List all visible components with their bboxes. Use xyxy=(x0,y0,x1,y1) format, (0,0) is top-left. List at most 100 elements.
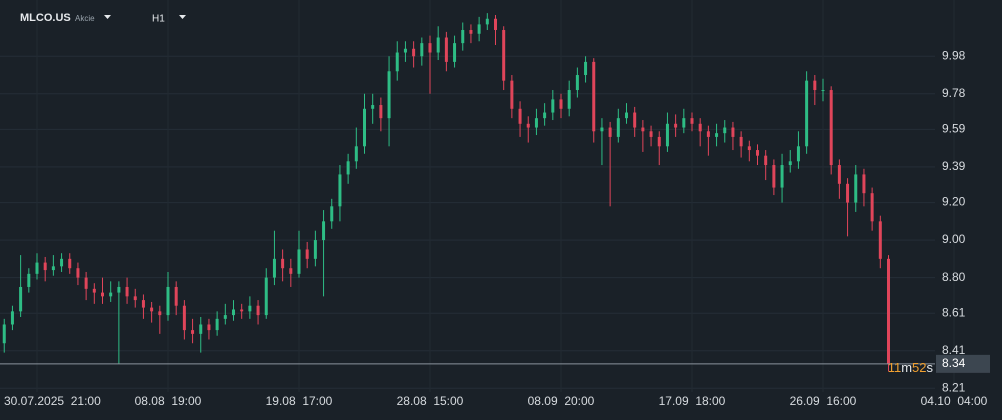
candle-body xyxy=(682,118,686,128)
candle-body xyxy=(109,292,113,297)
y-tick-label: 9.00 xyxy=(942,232,966,246)
overlay: 9.98 9.78 9.59 9.39 9.20 9.00 8.80 8.61 8.41 8.21… xyxy=(0,48,990,408)
x-tick-label: 04.10 04:00 xyxy=(921,394,988,408)
timeframe-dropdown[interactable] xyxy=(179,15,186,19)
candle-body xyxy=(764,155,768,166)
candle-body xyxy=(182,305,186,331)
candle-body xyxy=(27,273,31,287)
candle-body xyxy=(158,311,162,316)
candle-body xyxy=(862,174,866,194)
countdown-part: s xyxy=(927,360,934,375)
x-tick-label: 17.09 18:00 xyxy=(659,394,726,408)
candle-body xyxy=(485,18,489,25)
candle-body xyxy=(723,127,727,134)
candle-body xyxy=(502,30,506,81)
candle-body xyxy=(60,258,64,267)
candle-body xyxy=(51,266,55,271)
candle-body xyxy=(232,309,235,316)
candle-body xyxy=(412,48,416,57)
candle-body xyxy=(805,80,809,147)
candle-body xyxy=(428,43,432,53)
candle-body xyxy=(256,305,260,316)
candle-body xyxy=(854,174,858,203)
y-tick-label: 8.61 xyxy=(942,305,966,319)
candle-body xyxy=(346,161,350,175)
y-tick-label: 8.41 xyxy=(942,343,966,357)
x-tick-label: 30.07.2025 21:00 xyxy=(4,394,101,408)
candle-body xyxy=(101,292,104,297)
candle-body xyxy=(84,277,88,289)
candle-body xyxy=(395,52,399,72)
candle-body xyxy=(510,80,514,109)
candle-body xyxy=(739,136,743,147)
candle-body xyxy=(616,118,620,137)
countdown-part: 52 xyxy=(912,360,926,375)
candle-body xyxy=(715,133,719,137)
candle-body xyxy=(518,108,522,124)
candle-body xyxy=(731,127,735,137)
candle-body xyxy=(436,37,440,53)
candle-body xyxy=(264,277,268,316)
candle-body xyxy=(420,43,424,57)
y-tick-label: 9.39 xyxy=(942,159,966,173)
candles xyxy=(2,13,890,372)
candle-body xyxy=(608,127,612,137)
candle-body xyxy=(625,112,628,119)
candle-body xyxy=(281,258,285,269)
candle-body xyxy=(559,99,563,109)
candle-body xyxy=(166,286,170,316)
candle-body xyxy=(240,309,244,312)
candle-body xyxy=(354,146,358,162)
candle-body xyxy=(379,105,383,119)
candle-body xyxy=(567,90,571,109)
candle-body xyxy=(403,48,407,53)
candle-body xyxy=(289,268,293,274)
candle-body xyxy=(125,286,129,297)
candle-body xyxy=(551,99,555,113)
candle-body xyxy=(207,324,211,331)
timeframe[interactable]: H1 xyxy=(152,14,165,25)
candle-body xyxy=(371,105,375,109)
candle-body xyxy=(117,286,121,293)
x-tick-label: 19.08 17:00 xyxy=(266,394,333,408)
candle-body xyxy=(878,221,882,259)
candle-body xyxy=(248,305,252,312)
candle-body xyxy=(313,240,317,259)
candle-body xyxy=(199,324,203,334)
candle-body xyxy=(633,112,637,128)
candle-body xyxy=(150,307,154,312)
candle-body xyxy=(477,24,481,34)
candle-body xyxy=(223,315,227,319)
candle-body xyxy=(461,30,465,44)
candle-body xyxy=(690,118,694,124)
symbol[interactable]: MLCO.US xyxy=(20,12,71,24)
candle-body xyxy=(68,258,72,269)
candle-body xyxy=(305,249,309,259)
candle-body xyxy=(469,30,473,34)
candle-body xyxy=(272,258,276,278)
candle-body xyxy=(174,286,178,306)
candle-body xyxy=(526,123,530,128)
symbol-dropdown[interactable] xyxy=(104,15,111,19)
candle-body xyxy=(494,18,497,31)
y-tick-label: 8.80 xyxy=(942,270,966,284)
candle-body xyxy=(363,108,366,147)
countdown-part: 11 xyxy=(888,360,902,375)
x-tick-label: 08.08 19:00 xyxy=(135,394,202,408)
candle-body xyxy=(649,131,653,137)
candle-body xyxy=(322,221,326,241)
candle-body xyxy=(387,71,391,119)
candle-body xyxy=(698,123,702,132)
candle-body xyxy=(674,123,678,128)
candle-body xyxy=(887,258,890,364)
candle-body xyxy=(43,262,47,271)
countdown: 11m52s xyxy=(888,360,934,375)
candle-body xyxy=(829,90,833,166)
candle-body xyxy=(92,288,96,293)
candle-body xyxy=(330,206,334,222)
candle-body xyxy=(600,127,604,132)
y-tick-label: 9.98 xyxy=(942,48,966,62)
candle-body xyxy=(780,165,784,188)
